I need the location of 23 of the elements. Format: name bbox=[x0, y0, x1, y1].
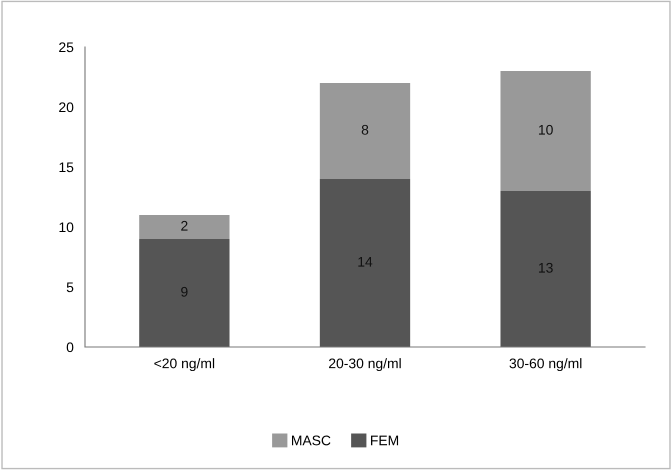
y-tick-label: 25 bbox=[59, 42, 74, 52]
y-tick-label: 15 bbox=[60, 162, 74, 172]
x-tick-label: 30-60 ng/ml bbox=[510, 358, 582, 372]
data-label: 9 bbox=[181, 286, 188, 297]
bar bbox=[320, 179, 410, 347]
bar bbox=[500, 191, 591, 347]
y-tick-label: 5 bbox=[66, 282, 74, 292]
bar bbox=[320, 83, 410, 179]
data-label: 13 bbox=[538, 262, 553, 273]
bar bbox=[139, 239, 230, 347]
data-label: 8 bbox=[362, 124, 368, 135]
bar bbox=[139, 215, 230, 239]
y-tick-label: 10 bbox=[60, 222, 74, 232]
bar bbox=[500, 71, 591, 191]
data-label: 2 bbox=[181, 220, 188, 231]
data-label: 14 bbox=[358, 257, 372, 267]
legend-label: FEM bbox=[371, 436, 398, 446]
y-tick-label: 0 bbox=[66, 342, 74, 352]
x-tick-label: 20-30 ng/ml bbox=[329, 358, 401, 372]
y-tick-label: 20 bbox=[59, 102, 74, 112]
x-tick-label: <20 ng/ml bbox=[154, 358, 214, 372]
data-label: 10 bbox=[538, 124, 553, 135]
legend-label: MASC bbox=[292, 436, 330, 446]
